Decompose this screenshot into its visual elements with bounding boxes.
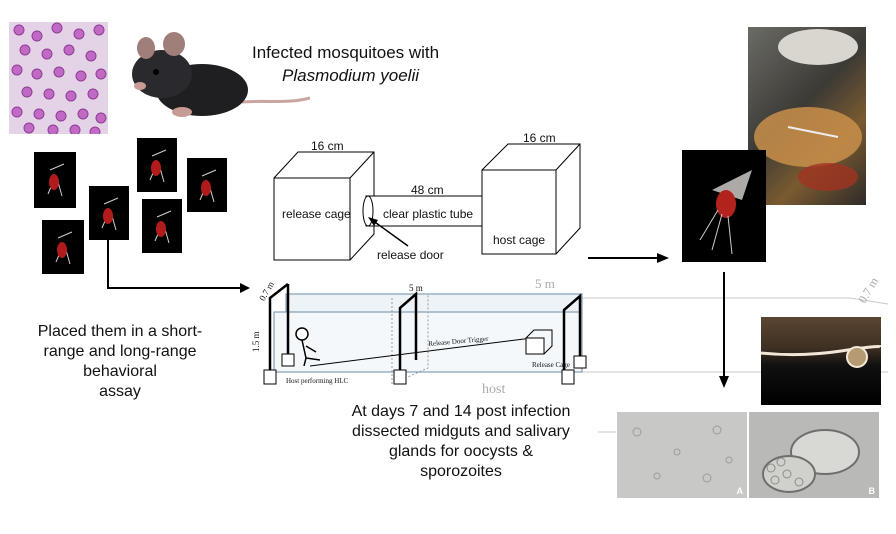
right-arrow (588, 253, 669, 263)
assay-arrow (107, 240, 250, 293)
dissect-line-1: At days 7 and 14 post infection (351, 403, 571, 420)
faded-length-label: 5 m (535, 276, 555, 291)
salivary-gland-photo-b: B (749, 412, 879, 498)
mid-length-label: 5 m (409, 283, 423, 293)
midgut-oocyst-photo (761, 317, 881, 405)
long-range-assay-diagram (263, 283, 889, 385)
panel-letter-a: A (736, 486, 744, 496)
title-line-2: Plasmodium yoelii (282, 66, 419, 85)
release-cage-label: release cage (282, 207, 351, 221)
dissect-line-2: dissected midguts and salivary (352, 423, 570, 440)
oocyst-shapes (761, 345, 881, 368)
release-door-label: release door (377, 248, 444, 262)
assay-line-1: Placed them in a short- (37, 323, 203, 340)
salivary-a-texture (632, 425, 733, 483)
dissect-line-3: glands for oocysts & (388, 443, 534, 460)
assay-line-3: behavioral (83, 363, 157, 380)
pointer-line (598, 431, 616, 433)
host-performing-label: Host performing HLC (286, 377, 349, 385)
mosquito-closeup-photo (682, 150, 766, 262)
tube-label: clear plastic tube (383, 207, 474, 221)
salivary-gland-photo-a: A (617, 412, 747, 498)
mosquito-icons (47, 149, 217, 265)
blood-smear-image (9, 22, 108, 134)
left-box-width: 16 cm (311, 139, 344, 153)
assay-line-2: range and long-range (43, 343, 197, 360)
microscope-photo (748, 27, 866, 205)
host-cage-label: host cage (493, 233, 546, 247)
mosquito-closeup-shape (699, 170, 752, 255)
tube-length: 48 cm (411, 183, 444, 197)
microscope-shapes (754, 29, 862, 191)
mouse-image (132, 32, 311, 117)
assay-line-4: assay (99, 383, 141, 400)
dissect-line-4: sporozoites (420, 463, 502, 480)
vertical-label: 1.5 m (251, 331, 261, 352)
release-cage-small-label: Release Cage (532, 361, 570, 369)
right-box-width: 16 cm (523, 131, 556, 145)
down-arrow (719, 272, 729, 388)
assay-text: Placed them in a short- range and long-r… (20, 322, 220, 402)
faded-host-label: host (482, 382, 506, 397)
short-range-assay-diagram (273, 143, 581, 261)
title-line-1: Infected mosquitoes with (252, 43, 440, 62)
blood-smear-cells (11, 22, 107, 134)
dissect-text: At days 7 and 14 post infection dissecte… (320, 402, 602, 482)
salivary-b-texture (762, 429, 860, 493)
panel-letter-b: B (868, 486, 876, 496)
